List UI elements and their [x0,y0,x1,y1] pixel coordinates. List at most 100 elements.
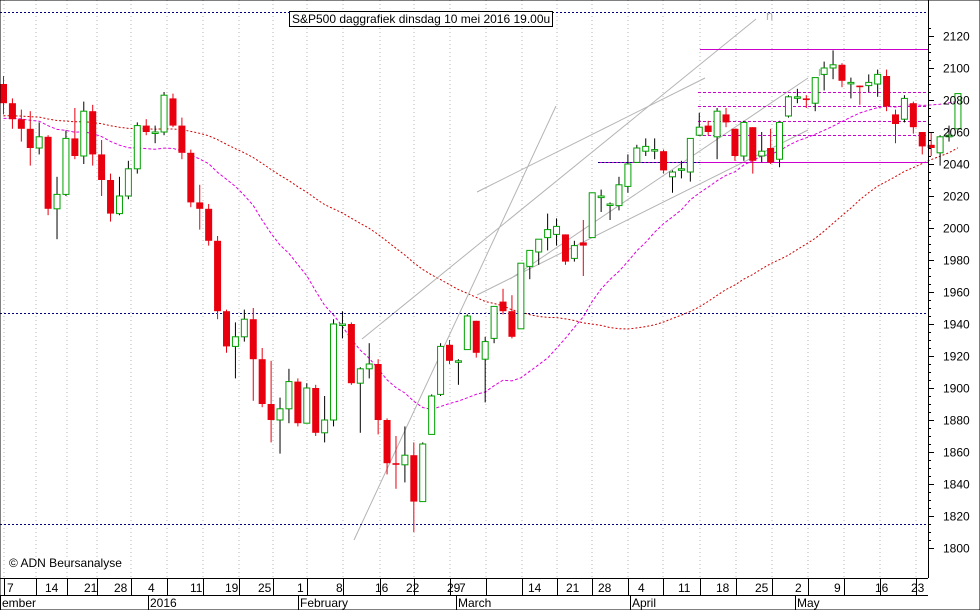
candle-body [811,77,819,104]
month-label: March [458,596,491,610]
x-tick-label: 9 [834,581,841,595]
candle-body [865,81,873,87]
candle-body [918,132,926,147]
month-label: ember [2,596,36,610]
candle-body [526,249,534,267]
candle-body [437,345,445,395]
moving-average-short-line [3,100,958,410]
x-tick-label: 16 [375,581,389,595]
candle-body [704,125,712,132]
candle-body [463,315,471,351]
candle-body [80,110,88,157]
x-tick-label: 14 [45,581,59,595]
y-tick-label: 1840 [943,478,970,492]
x-tick-label: 2 [795,581,802,595]
y-tick-label: 1940 [943,318,970,332]
candle-body [383,420,391,464]
x-tick-label: 11 [678,581,691,595]
x-tick-label: 25 [755,581,769,595]
candle-body [776,121,784,160]
candle-body [303,387,311,424]
candle-body [874,73,882,85]
x-tick-label: 18 [716,581,730,595]
candle-body [240,318,248,338]
candle-body [98,154,106,180]
candle-body [454,360,462,363]
candle-body [249,319,257,360]
candle-body [223,311,230,347]
candle-body [214,240,222,312]
x-tick-label: 11 [190,581,203,595]
x-tick-label: 22 [406,581,420,595]
candle-body [71,138,79,156]
y-tick-label: 1920 [943,350,970,364]
candle-body [285,381,293,410]
x-tick-label: 1 [297,581,304,595]
candle-body [178,125,186,153]
candle-body [312,388,320,433]
candle-body [26,128,34,148]
y-tick-label: 1860 [943,446,970,460]
y-tick-label: 1880 [943,414,970,428]
candle-body [151,131,159,134]
candle-body [321,419,329,434]
candle-body [651,149,659,152]
candle-body [535,238,543,253]
candle-body [124,168,132,197]
candle-body [927,144,935,148]
x-tick-label: 21 [566,581,580,595]
month-label: May [797,596,820,610]
candle-body [499,301,507,312]
candle-body [267,404,275,420]
candle-body [606,203,614,206]
candle-body [169,98,177,126]
candle-body [481,341,489,360]
candle-body [740,121,748,157]
trend-line [353,105,557,541]
candle-body [615,184,623,207]
candle-body [624,163,632,187]
candle-body [945,134,953,138]
x-tick-label: 25 [258,581,272,595]
candle-body [802,98,810,100]
month-label: 2016 [150,596,177,610]
candle-body [713,110,721,138]
candle-body [642,145,650,152]
candle-body [597,195,605,199]
candle-body [133,125,141,170]
candle-body [588,192,596,239]
y-tick-label: 1900 [943,382,970,396]
candle-body [883,76,891,107]
month-label: April [632,596,656,610]
candle-body [410,455,418,502]
x-tick-label: 19 [225,581,239,595]
candle-body [0,84,7,104]
y-tick-label: 2120 [943,30,970,44]
candle-body [579,242,587,246]
candle-body [8,103,16,120]
y-tick-label: 2060 [943,126,970,140]
trend-line [509,77,809,280]
candle-body [749,127,757,161]
candle-body [294,381,302,424]
y-tick-label: 2020 [943,190,970,204]
candle-body [276,408,284,421]
candle-body [900,97,908,120]
x-tick-label: 4 [148,581,155,595]
candle-body [669,171,676,178]
candle-body [767,148,775,163]
plot-area [0,0,928,578]
x-tick-label: 28 [114,581,128,595]
candle-body [419,443,427,503]
wave-label: n [766,8,773,23]
candle-body [553,225,561,235]
y-tick-label: 1820 [943,510,970,524]
candle-body [347,324,355,384]
candle-body [62,137,70,195]
candle-body [187,152,195,203]
x-tick-label: 8 [336,581,343,595]
candle-body [330,323,338,421]
month-label: February [300,596,348,610]
chart-title: S&P500 daggrafiek dinsdag 10 mei 2016 19… [289,11,554,27]
